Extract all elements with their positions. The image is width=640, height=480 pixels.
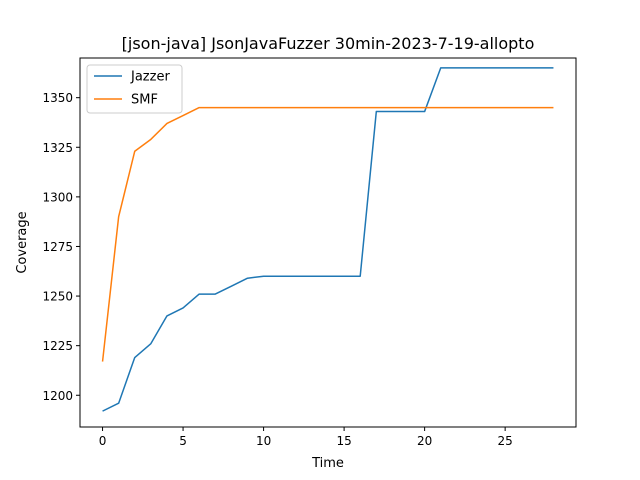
series-line-jazzer [102, 67, 554, 412]
x-tick-label: 15 [336, 434, 351, 448]
x-tick-label: 20 [417, 434, 432, 448]
y-tick-label: 1250 [42, 290, 73, 304]
x-tick-label: 5 [179, 434, 187, 448]
series-layer [101, 67, 554, 412]
y-tick-label: 1275 [42, 240, 73, 254]
legend-box [86, 64, 183, 114]
x-axis-label: Time [311, 456, 344, 471]
y-tick-label: 1200 [42, 389, 73, 403]
y-tick-label: 1300 [42, 190, 73, 204]
y-axis-label: Coverage [15, 211, 30, 273]
y-tick-label: 1350 [42, 91, 73, 105]
chart-title: [json-java] JsonJavaFuzzer 30min-2023-7-… [122, 34, 535, 53]
series-line-smf [101, 106, 554, 362]
x-tick-label: 0 [99, 434, 107, 448]
ticks-layer: 0 5 10 15 20 25 1200 1225 1250 1275 1300 1325 1350 [42, 91, 512, 448]
y-tick-label: 1225 [42, 339, 73, 353]
legend: Jazzer SMF [86, 64, 183, 114]
x-tick-label: 25 [498, 434, 513, 448]
legend-label-jazzer: Jazzer [130, 70, 170, 85]
legend-label-smf: SMF [131, 93, 158, 108]
x-tick-label: 10 [256, 434, 271, 448]
y-tick-label: 1325 [42, 141, 73, 155]
plot-frame [79, 57, 577, 428]
